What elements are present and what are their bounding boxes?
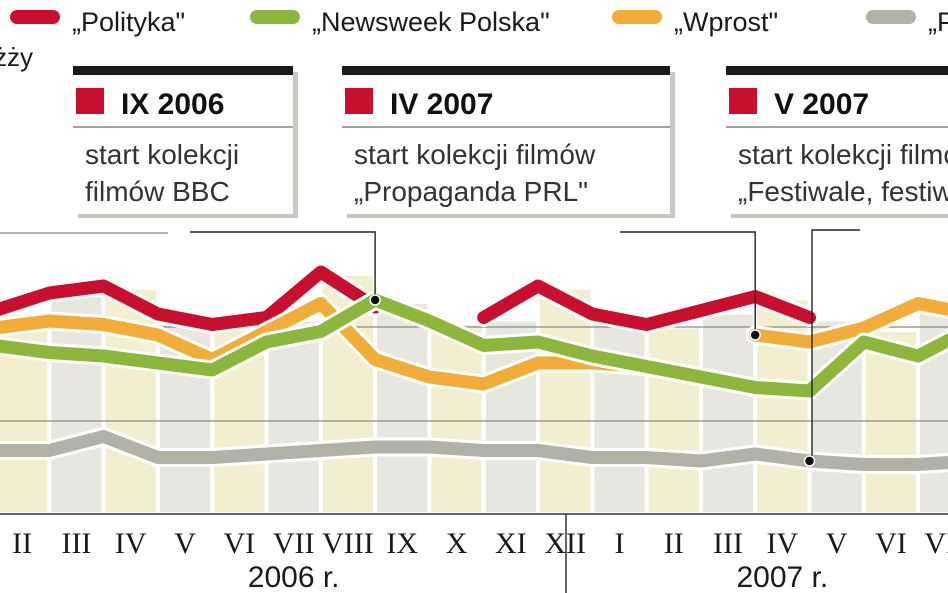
x-tick-label: VII <box>273 527 315 560</box>
x-tick-label: VIII <box>322 527 374 560</box>
series-line-polityka <box>0 265 382 331</box>
annotation-marker <box>729 88 757 114</box>
x-tick-label: XII <box>544 527 586 560</box>
annotation-leader <box>620 231 756 335</box>
background-bar <box>702 314 754 512</box>
annotation-title: IX 2006 <box>121 88 224 121</box>
annotation-point <box>749 329 761 341</box>
legend-label: „Wprost" <box>674 7 778 37</box>
series-line-newsweek-polska <box>0 293 948 398</box>
x-tick-label: VII <box>924 527 948 560</box>
annotation-point <box>369 294 381 306</box>
x-tick-label: IV <box>767 527 799 560</box>
year-label: 2007 r. <box>736 561 828 593</box>
x-tick-label: III <box>61 527 91 560</box>
annotation-topbar <box>73 66 293 75</box>
annotation-title: V 2007 <box>774 88 869 121</box>
annotation-leader <box>190 231 376 300</box>
x-tick-label: V <box>826 527 848 560</box>
annotation-point <box>803 455 816 467</box>
legend-swatch <box>10 10 60 24</box>
annotation-text: filmów BBC <box>85 176 230 207</box>
annotation-box: V 2007 start kolekcji filmów „Festiwale, f… <box>726 66 948 218</box>
x-tick-label: I <box>614 527 624 560</box>
legend-swatch <box>866 10 916 24</box>
series-line-wprost <box>0 297 654 391</box>
x-tick-label: II <box>664 527 684 560</box>
background-bar <box>540 290 591 512</box>
y-axis-label: żży <box>0 42 33 72</box>
x-tick-label: IX <box>386 527 418 560</box>
series-line-wprost <box>748 297 948 349</box>
legend-label: „Newsweek Polska" <box>312 7 550 37</box>
annotation-panel <box>726 68 948 214</box>
x-tick-label: VI <box>875 527 907 560</box>
legend-item: „Newsweek Polska" <box>250 7 550 37</box>
background-bar <box>377 304 428 512</box>
background-bar <box>594 318 645 512</box>
annotation-text: „Propaganda PRL" <box>354 176 588 207</box>
series-lines <box>0 262 948 474</box>
annotation-text: start kolekcji <box>85 139 239 170</box>
background-bar <box>648 328 699 512</box>
x-tick-label: X <box>446 527 468 560</box>
x-tick-label: III <box>713 527 743 560</box>
x-tick-label: IV <box>115 527 147 560</box>
legend: „Polityka" „Newsweek Polska" „Wprost" „P <box>10 7 948 37</box>
x-tick-label: V <box>174 527 196 560</box>
annotation-text: start kolekcji filmów <box>354 139 596 170</box>
legend-item: „P <box>866 7 948 37</box>
x-tick-label: XI <box>495 527 527 560</box>
annotation-leaders <box>190 229 860 467</box>
annotation-title: IV 2007 <box>390 88 493 121</box>
legend-swatch <box>612 10 662 24</box>
x-tick-label: II <box>12 527 32 560</box>
x-tick-label: VI <box>224 527 256 560</box>
legend-swatch <box>250 10 300 24</box>
annotation-topbar <box>342 66 670 75</box>
annotation-panel <box>342 68 670 214</box>
legend-item: „Polityka" <box>10 7 185 37</box>
annotation-marker <box>76 88 104 114</box>
year-label: 2006 r. <box>248 561 340 593</box>
legend-label: „P <box>928 7 948 37</box>
annotations: IX 2006 start kolekcji filmów BBC IV 2007 st… <box>73 66 948 218</box>
legend-item: „Wprost" <box>612 7 778 37</box>
annotation-text: „Festiwale, festiwale" <box>738 176 948 207</box>
annotation-marker <box>345 88 373 114</box>
annotation-box: IX 2006 start kolekcji filmów BBC <box>73 66 298 218</box>
annotation-box: IV 2007 start kolekcji filmów „Propaganda … <box>342 66 675 218</box>
annotation-panel <box>73 68 293 214</box>
background-bar <box>431 325 482 512</box>
background-bar <box>268 321 319 512</box>
legend-label: „Polityka" <box>72 7 185 37</box>
x-axis: IIIIIIVVVIVIIVIIIIXXXIXIIIIIIIIIVVVIVII2… <box>0 513 948 593</box>
annotation-topbar <box>726 66 948 75</box>
annotation-text: start kolekcji filmów <box>738 139 948 170</box>
